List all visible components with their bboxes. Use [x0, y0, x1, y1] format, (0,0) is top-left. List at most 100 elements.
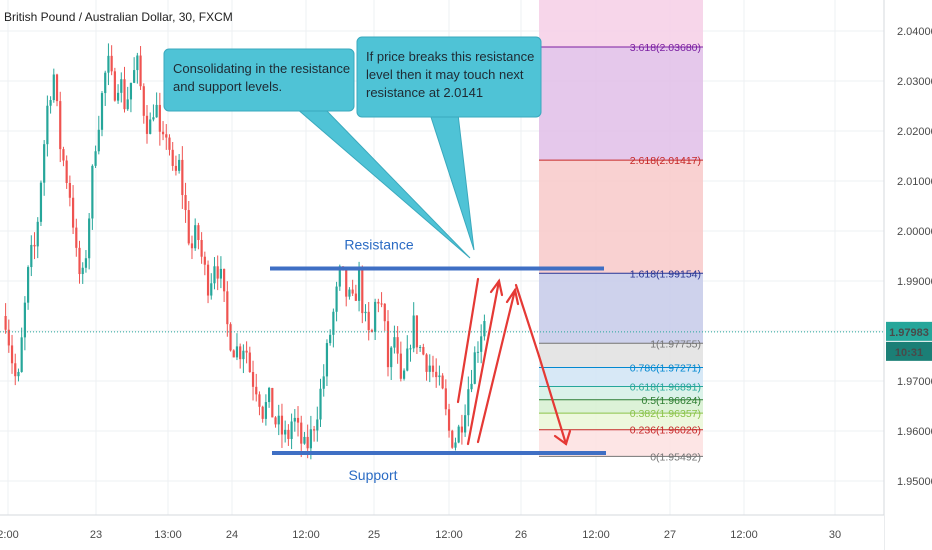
- candle-body: [258, 394, 261, 407]
- candle-body: [274, 417, 277, 425]
- x-tick-label: 25: [368, 529, 380, 541]
- candle-body: [81, 267, 84, 275]
- candle-body: [447, 409, 451, 431]
- candle-body: [187, 210, 190, 244]
- candle-body: [312, 429, 316, 431]
- candle-body: [293, 417, 296, 422]
- fib-zone: [539, 413, 703, 430]
- candle-body: [380, 303, 383, 305]
- arrow-head: [489, 278, 504, 297]
- candle-body: [97, 129, 100, 152]
- fibonacci-extension[interactable]: 3.618(2.03680) 2.618(2.01417) 1.618(1.9915…: [539, 0, 703, 463]
- fib-level-label: 3.618(2.03680): [630, 42, 701, 54]
- current-price-badge: [886, 321, 932, 341]
- candle-body: [467, 389, 470, 416]
- x-tick-label: 12:00: [435, 529, 463, 541]
- candle-body: [415, 315, 419, 348]
- candle-body: [284, 429, 287, 435]
- candle-body: [322, 376, 325, 389]
- candle-body: [116, 92, 120, 101]
- candle-body: [104, 72, 107, 94]
- candle-body: [232, 350, 235, 358]
- candle-body: [367, 311, 370, 331]
- callouts-layer[interactable]: Consolidating in the resistance and suppo…: [163, 36, 542, 259]
- candle-body: [229, 324, 232, 351]
- candle-body: [91, 165, 94, 219]
- candle-body: [409, 348, 412, 350]
- callout-breakout[interactable]: If price breaks this resistance level the…: [356, 36, 542, 251]
- fib-level-label: 0.5(1.96624): [641, 395, 701, 407]
- candle-body: [386, 321, 390, 368]
- candle-body: [396, 337, 399, 354]
- fib-zone: [539, 273, 703, 344]
- candle-body: [268, 387, 271, 403]
- x-tick-label: 12:00: [292, 529, 320, 541]
- candle-body: [377, 301, 380, 304]
- candle-body: [213, 266, 216, 284]
- x-tick-label: 23: [90, 529, 102, 541]
- candle-body: [27, 267, 30, 303]
- candle-body: [473, 352, 476, 384]
- candle-body: [84, 258, 88, 268]
- candle-body: [480, 336, 483, 352]
- candle-body: [123, 79, 126, 110]
- candle-body: [460, 426, 463, 433]
- candle-body: [335, 286, 338, 312]
- price-axis[interactable]: [884, 0, 932, 550]
- candle-body: [129, 82, 133, 100]
- candle-body: [470, 383, 473, 390]
- candle-body: [332, 311, 335, 335]
- candle-body: [7, 329, 10, 346]
- candle-body: [184, 195, 187, 211]
- candle-body: [419, 346, 422, 348]
- projection-arrow-segment: [466, 279, 501, 446]
- candle-body: [428, 365, 431, 372]
- fib-zone: [539, 47, 703, 161]
- fib-zone-top: [539, 0, 703, 47]
- fib-level-label: 0.786(1.97271): [630, 362, 701, 374]
- candle-body: [364, 311, 367, 314]
- time-axis[interactable]: [0, 515, 884, 550]
- candle-body: [454, 442, 457, 448]
- candle-body: [277, 415, 280, 425]
- current-price-value: 1.97983: [889, 327, 929, 339]
- callout-text-line: and support levels.: [173, 79, 282, 94]
- arrow-head: [553, 429, 572, 446]
- candle-body: [149, 119, 152, 134]
- candle-body: [316, 419, 319, 431]
- candle-body: [271, 387, 274, 418]
- drawings-layer[interactable]: Resistance Support: [0, 237, 884, 484]
- projection-arrow-segment: [514, 283, 541, 358]
- candle-body: [290, 421, 293, 439]
- candle-body: [255, 386, 258, 395]
- y-tick-label: 1.97000: [897, 376, 932, 388]
- callout-consolidating[interactable]: Consolidating in the resistance and suppo…: [163, 48, 471, 259]
- candle-body: [171, 149, 174, 166]
- candle-body: [248, 352, 251, 373]
- projection-arrow-segment: [476, 288, 517, 444]
- candle-body: [71, 197, 75, 228]
- candle-body: [235, 346, 239, 358]
- candle-body: [126, 99, 129, 110]
- candle-body: [33, 244, 36, 247]
- candle-body: [75, 227, 78, 248]
- candle-body: [100, 93, 104, 130]
- fib-level-label: 0.382(1.96357): [630, 408, 701, 420]
- candle-body: [280, 415, 284, 435]
- candle-body: [306, 436, 309, 449]
- candle-body: [223, 268, 226, 292]
- candle-body: [165, 134, 168, 138]
- candle-body: [155, 104, 158, 118]
- candle-body: [20, 337, 23, 372]
- candle-body: [438, 375, 441, 378]
- fib-level-label: 0(1.95492): [650, 451, 701, 463]
- countdown-value: 10:31: [895, 347, 923, 359]
- candle-body: [181, 159, 184, 196]
- candle-body: [393, 337, 396, 348]
- y-tick-label: 1.96000: [897, 426, 932, 438]
- fib-zone: [539, 386, 703, 400]
- candle-body: [406, 348, 409, 371]
- candle-body: [338, 266, 341, 287]
